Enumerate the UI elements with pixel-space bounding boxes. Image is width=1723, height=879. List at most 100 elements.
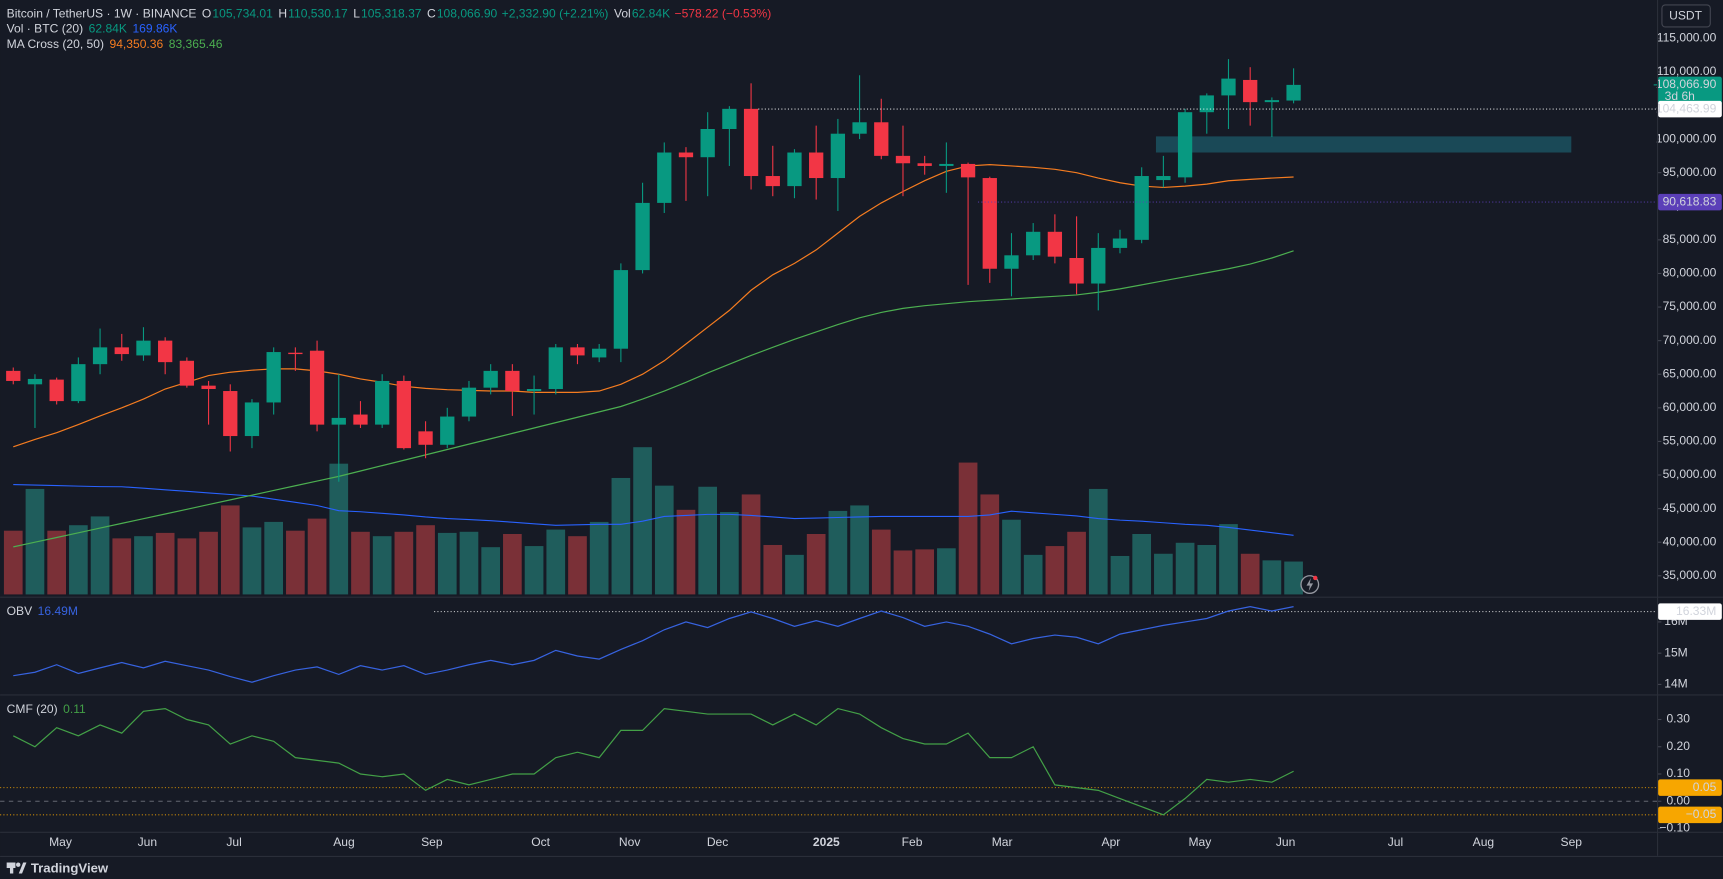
candle-body: [1286, 84, 1301, 101]
candle-body: [483, 370, 498, 388]
volume-bar: [220, 505, 240, 595]
candle-body: [331, 417, 346, 425]
volume-bar: [437, 532, 457, 595]
y-tick-label: 14M: [1664, 677, 1688, 691]
volume-bar: [611, 477, 631, 595]
candle-body: [136, 340, 151, 356]
candle-body: [917, 163, 932, 166]
volume-bar: [1240, 553, 1260, 595]
ohlc-value: 108,066.90: [437, 6, 498, 20]
volume-bar: [720, 512, 739, 595]
currency-button[interactable]: [1661, 4, 1711, 28]
candle-body: [92, 347, 108, 365]
logo-part: [9, 862, 14, 874]
candle-body: [27, 378, 43, 385]
y-tick-label: 75,000.00: [1663, 299, 1717, 313]
candle-body: [635, 202, 650, 271]
volume-bar: [1045, 546, 1065, 595]
volume-bar: [1088, 488, 1108, 595]
x-tick-label: Oct: [531, 835, 550, 849]
y-tick-label: 15M: [1664, 645, 1688, 659]
candle-body: [1221, 78, 1236, 96]
volume-bar: [416, 525, 435, 595]
pane-legend: OBV 16.49M: [7, 604, 78, 618]
candle-body: [765, 176, 780, 187]
volume-bar: [177, 538, 197, 595]
ohlc-key: C: [427, 6, 436, 20]
x-tick-label: Aug: [1473, 835, 1495, 849]
y-tick-label: 60,000.00: [1663, 400, 1717, 414]
indicator-line: [12, 707, 1294, 816]
volume-bar: [372, 536, 392, 595]
x-tick-label: Aug: [333, 835, 355, 849]
candle-body: [418, 431, 433, 445]
y-tick-label: 70,000.00: [1663, 333, 1717, 347]
indicator-value: 94,350.36: [109, 37, 163, 51]
candle-body: [1156, 176, 1171, 181]
price-badge: [1658, 100, 1722, 118]
volume-bar: [242, 527, 262, 595]
candle-body: [548, 347, 563, 390]
volume-bar: [1154, 553, 1173, 595]
candle-body: [1047, 231, 1063, 257]
y-tick-label: 35,000.00: [1663, 568, 1717, 582]
volume-bar: [1197, 544, 1217, 595]
volume-bar: [915, 549, 935, 595]
indicator-legend: Vol · BTC (20) 62.84K 169.86K: [7, 22, 178, 36]
candle-body: [158, 340, 173, 363]
x-tick-label: Sep: [421, 835, 443, 849]
candle-body: [1199, 95, 1214, 113]
x-tick-label: Mar: [992, 835, 1013, 849]
icon-bolt: [1306, 577, 1314, 592]
vol-change: −578.22 (−0.53%): [675, 6, 772, 20]
symbol: Bitcoin / TetherUS · 1W · BINANCE: [7, 6, 197, 20]
brand-logo[interactable]: [6, 862, 27, 874]
volume-bar: [351, 531, 370, 595]
ohlc-key: H: [278, 6, 287, 20]
y-tick-label: 55,000.00: [1663, 434, 1717, 448]
candle-body: [461, 387, 477, 417]
volume-bar: [654, 485, 674, 595]
candle-body: [700, 128, 715, 158]
candle-body: [982, 178, 997, 269]
price-badge-label: 104,463.99: [1656, 101, 1717, 115]
ohlc-value: 105,734.01: [212, 6, 273, 20]
volume-bar: [481, 547, 501, 595]
layers: 115,000.00110,000.00105,000.00100,000.00…: [0, 30, 1722, 835]
y-tick-label: 100,000.00: [1656, 131, 1717, 145]
volume-bar: [937, 548, 956, 595]
volume-bar: [763, 544, 783, 595]
candle-body: [592, 348, 607, 358]
alert-icon[interactable]: [1300, 575, 1320, 594]
volume-bar: [1067, 531, 1086, 595]
candle-body: [722, 108, 737, 129]
x-tick-label: May: [49, 835, 73, 849]
x-tick-label: Nov: [619, 835, 640, 849]
candle-body: [809, 152, 824, 179]
volume-bar: [806, 533, 826, 595]
candle-body: [505, 370, 520, 392]
y-tick-label: −0.10: [1659, 821, 1690, 835]
x-tick-label: Jun: [1276, 835, 1295, 849]
price-badge-label: 16.33M: [1676, 604, 1716, 618]
candle-body: [114, 347, 129, 355]
ohlc-value: 105,318.37: [361, 6, 422, 20]
candle-body: [266, 352, 281, 403]
price-badge: [1658, 76, 1722, 106]
volume-bar: [90, 516, 110, 595]
candle-body: [440, 416, 455, 445]
footer-bar: [0, 855, 1723, 879]
volume-bar: [112, 538, 132, 595]
volume-bar: [871, 529, 891, 595]
candle-body: [1243, 79, 1258, 103]
candle-body: [1134, 176, 1149, 240]
candle-body: [201, 385, 216, 390]
candle-body: [960, 163, 976, 178]
volume-bar: [1219, 524, 1238, 595]
candle-body: [6, 370, 21, 381]
volume-bar: [958, 462, 978, 595]
y-tick-label: 40,000.00: [1663, 534, 1717, 548]
candle-body: [874, 122, 889, 156]
brand-name: TradingView: [31, 861, 109, 876]
price-badge-label: 0.05: [1693, 780, 1717, 794]
